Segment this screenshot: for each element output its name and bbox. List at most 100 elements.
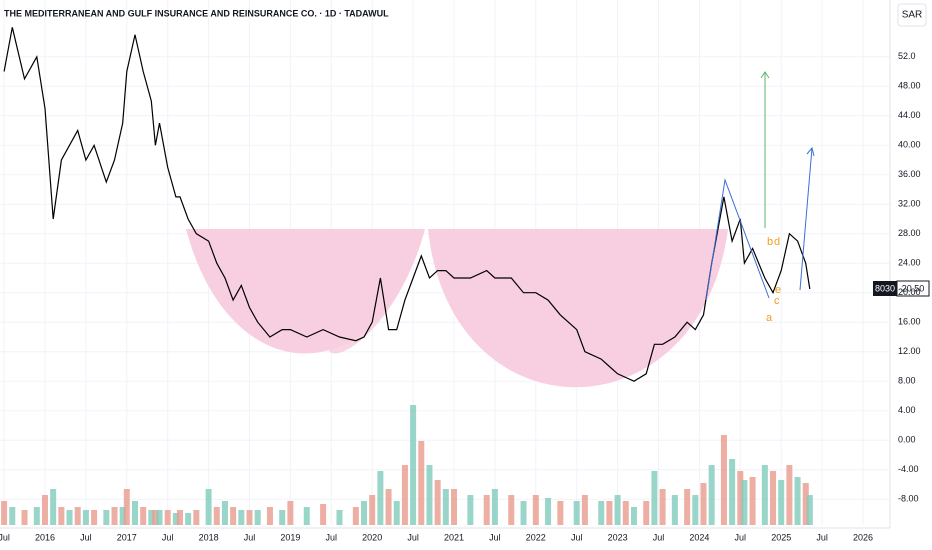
wave-label: c — [774, 295, 780, 307]
plot — [3, 27, 811, 382]
y-tick-label: 24.00 — [898, 258, 921, 268]
volume-bar — [266, 507, 273, 525]
volume-bar — [614, 495, 621, 525]
cup-shape — [428, 229, 728, 388]
y-tick-label: 28.00 — [898, 228, 921, 238]
volume-bar — [622, 501, 629, 525]
volume-bar — [119, 507, 126, 525]
volume-bar — [581, 495, 588, 525]
y-tick-label: 32.00 — [898, 199, 921, 209]
x-tick-label: Jul — [162, 532, 174, 542]
volume-bar — [213, 507, 220, 525]
volume-bar — [467, 495, 474, 525]
volume-bar — [737, 471, 744, 525]
volume-bar — [164, 510, 171, 525]
wave-label: a — [766, 312, 773, 324]
x-tick-label: 2021 — [444, 532, 464, 542]
volume-bar — [82, 510, 89, 525]
volume-bar — [303, 507, 310, 525]
volume-bar — [606, 501, 613, 525]
x-tick-label: Jul — [489, 532, 501, 542]
volume-bar — [442, 489, 449, 525]
volume-bar — [778, 480, 785, 525]
volume-bar — [377, 471, 384, 525]
x-tick-label: 2017 — [117, 532, 137, 542]
volume-bar — [369, 495, 376, 525]
volume-bar — [741, 480, 748, 525]
volume-bar — [193, 510, 200, 525]
volume-bar — [806, 495, 813, 525]
price-line — [3, 27, 811, 382]
last-price: 20.50 — [902, 283, 925, 293]
volume-bar — [786, 465, 793, 525]
wave-label: e — [775, 284, 781, 296]
volume-bar — [205, 489, 212, 525]
volume-bar — [152, 510, 159, 525]
volume-bar — [651, 471, 658, 525]
volume-bar — [176, 510, 183, 525]
x-tick-label: Jul — [0, 532, 10, 542]
y-tick-label: 0.00 — [898, 435, 916, 445]
volume-bar — [246, 510, 253, 525]
volume-bar — [708, 465, 715, 525]
volume-bar — [508, 495, 515, 525]
volume-bar — [418, 441, 425, 525]
x-tick-label: 2022 — [526, 532, 546, 542]
volume-bar — [532, 495, 539, 525]
x-tick-label: Jul — [816, 532, 828, 542]
volume-bar — [320, 504, 327, 525]
volume-bar — [103, 510, 110, 525]
x-tick-label: Jul — [571, 532, 583, 542]
trend-line — [705, 178, 770, 301]
volume-bar — [450, 489, 457, 525]
y-tick-label: 44.00 — [898, 110, 921, 120]
volume-bar — [74, 507, 81, 525]
volume-bar — [426, 465, 433, 525]
volume-bar — [770, 471, 777, 525]
y-tick-label: 20.00 — [898, 287, 921, 297]
volume-bar — [279, 510, 286, 525]
volume-bar — [598, 501, 605, 525]
volume-bar — [131, 501, 138, 525]
volume-bar — [21, 510, 28, 525]
x-tick-label: 2024 — [689, 532, 709, 542]
chart-title: THE MEDITERRANEAN AND GULF INSURANCE AND… — [4, 8, 389, 18]
volume-bar — [692, 495, 699, 525]
volume-bar — [9, 507, 16, 525]
symbol-box — [873, 281, 897, 296]
y-tick-label: 16.00 — [898, 317, 921, 327]
volume-bar — [140, 507, 147, 525]
currency[interactable]: SAR — [902, 10, 923, 21]
volume-bar — [185, 513, 192, 525]
volume-bar — [720, 435, 727, 525]
volume-bar — [50, 489, 57, 525]
cup-shape — [186, 229, 425, 354]
volume — [1, 405, 813, 525]
volume-bar — [156, 510, 163, 525]
volume-bar — [148, 510, 155, 525]
y-tick-label: 48.00 — [898, 81, 921, 91]
volume-bar — [630, 507, 637, 525]
volume-bar — [729, 459, 736, 525]
volume-bar — [123, 489, 130, 525]
y-tick-label: -4.00 — [898, 464, 919, 474]
volume-bar — [221, 501, 228, 525]
volume-bar — [66, 510, 73, 525]
x-tick-label: Jul — [80, 532, 92, 542]
volume-bar — [483, 495, 490, 525]
y-tick-label: 36.00 — [898, 169, 921, 179]
volume-bar — [684, 489, 691, 525]
y-tick-label: 4.00 — [898, 405, 916, 415]
volume-bar — [749, 477, 756, 525]
x-tick-label: 2023 — [608, 532, 628, 542]
currency-box[interactable] — [897, 3, 927, 27]
volume-bar — [557, 501, 564, 525]
volume-bar — [410, 405, 417, 525]
x-tick-label: 2026 — [853, 532, 873, 542]
x-tick-label: 2020 — [362, 532, 382, 542]
symbol: 8030 — [875, 283, 895, 293]
volume-bar — [111, 507, 118, 525]
volume-bar — [385, 489, 392, 525]
x-tick-label: Jul — [326, 532, 338, 542]
wave-label: d — [774, 236, 780, 248]
